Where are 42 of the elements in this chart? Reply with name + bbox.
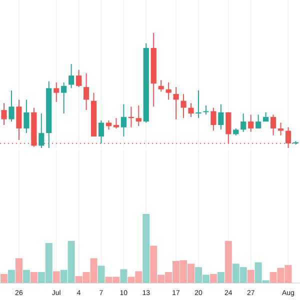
- bar: [120, 269, 128, 283]
- bar: [52, 271, 60, 283]
- candlestick: [188, 102, 194, 118]
- candlestick: [38, 113, 44, 148]
- bar: [142, 214, 150, 283]
- bar: [247, 270, 254, 283]
- candlestick: [61, 82, 67, 114]
- candlestick: [120, 104, 126, 137]
- candlestick: [166, 82, 172, 100]
- bar: [8, 270, 15, 283]
- bar: [210, 274, 217, 283]
- candlestick: [8, 90, 14, 122]
- candlestick: [278, 122, 284, 136]
- bar: [217, 272, 224, 283]
- candlestick: [16, 99, 22, 140]
- candlestick: [270, 114, 276, 136]
- candlestick: [203, 104, 209, 116]
- candlestick: [180, 93, 186, 119]
- candlestick: [83, 72, 90, 111]
- bar: [224, 240, 232, 283]
- candlestick: [196, 90, 202, 119]
- candlestick: [248, 114, 254, 132]
- candlestick: [173, 86, 179, 120]
- bar: [15, 258, 22, 283]
- candlestick: [256, 114, 262, 129]
- candlestick: [98, 120, 104, 144]
- candlestick: [68, 64, 74, 89]
- candlestick: [54, 82, 60, 102]
- candlestick: [158, 80, 164, 92]
- candlestick: [24, 99, 30, 134]
- candlestick: [76, 69, 82, 88]
- bar: [0, 274, 8, 283]
- candlestick: [240, 113, 246, 132]
- bar: [22, 270, 30, 283]
- candlestick: [210, 107, 216, 132]
- candlestick: [218, 104, 224, 130]
- candlestick: [1, 102, 7, 126]
- bar: [30, 272, 38, 283]
- candlestick: [106, 120, 112, 130]
- bar: [98, 266, 105, 283]
- candlestick: [113, 118, 119, 129]
- candlestick: [136, 104, 142, 127]
